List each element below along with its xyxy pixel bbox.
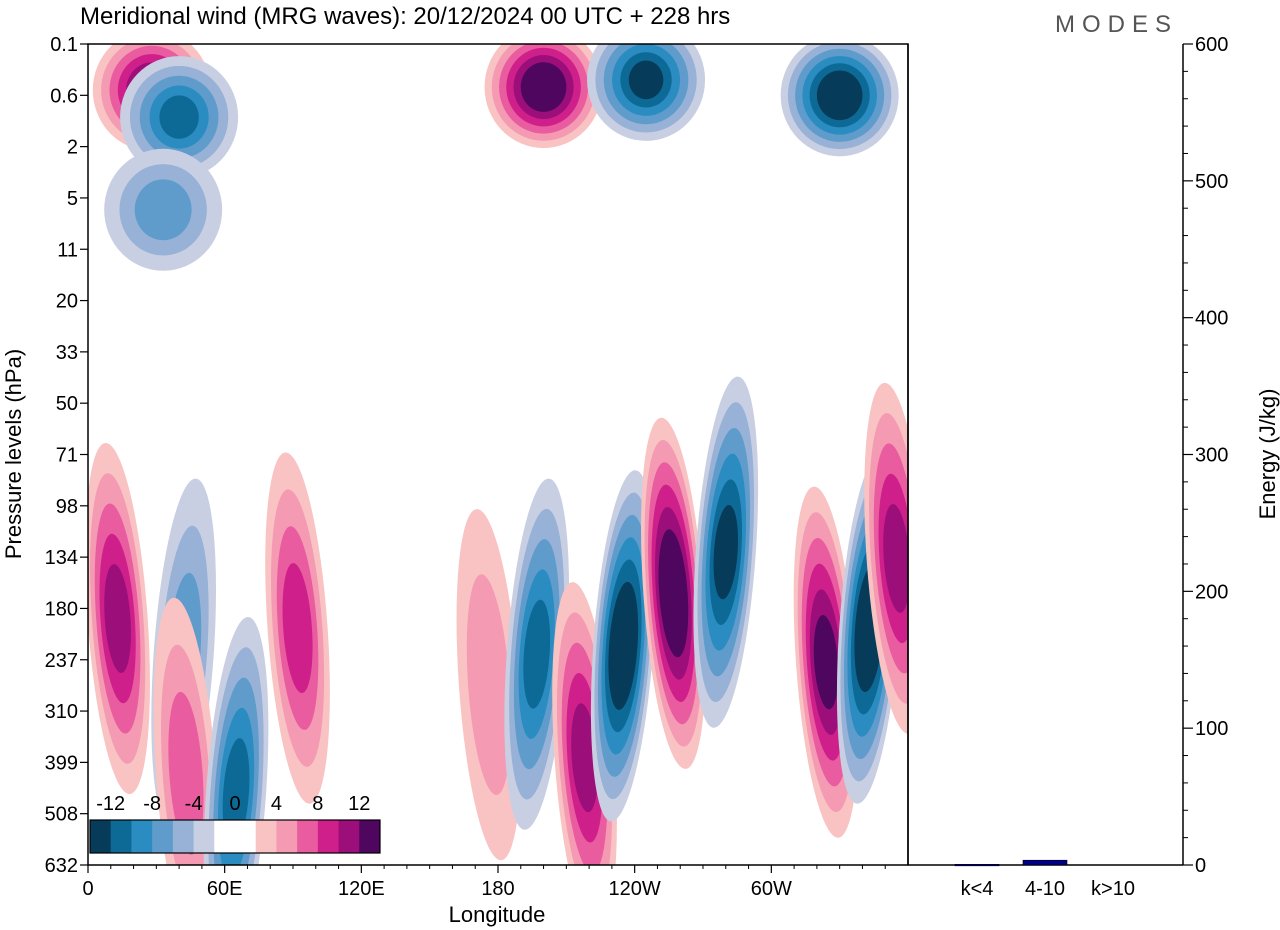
y-tick-label: 180 xyxy=(45,598,78,620)
x-tick-label: 120E xyxy=(338,878,385,900)
chart-title: Meridional wind (MRG waves): 20/12/2024 … xyxy=(80,3,730,30)
energy-bar xyxy=(1022,859,1068,866)
wave-feature xyxy=(504,478,570,830)
y-tick-label: 0.1 xyxy=(50,34,78,56)
contour-band xyxy=(466,574,511,796)
colorbar-frame xyxy=(89,819,381,854)
wave-feature xyxy=(693,376,759,728)
energy-category-label: k>10 xyxy=(1091,878,1135,900)
energy-tick-label: 0 xyxy=(1195,855,1206,877)
colorbar-label: -4 xyxy=(185,793,203,815)
energy-tick-label: 400 xyxy=(1195,308,1228,330)
y-axis-label: Pressure levels (hPa) xyxy=(1,349,26,559)
wave-feature xyxy=(590,470,656,822)
y-tick-label: 33 xyxy=(56,342,78,364)
contour-band xyxy=(134,179,192,241)
colorbar-swatch xyxy=(90,820,112,853)
y-tick-label: 50 xyxy=(56,393,78,415)
contour-band xyxy=(159,95,199,139)
wave-feature xyxy=(88,442,150,795)
colorbar-label: 12 xyxy=(348,793,370,815)
y-tick-label: 11 xyxy=(57,239,78,261)
colorbar-label: 4 xyxy=(271,793,282,815)
wave-feature xyxy=(104,148,223,271)
energy-tick-label: 200 xyxy=(1195,581,1228,603)
x-axis-label: Longitude xyxy=(449,902,546,927)
colorbar-swatch xyxy=(317,820,340,853)
y-tick-label: 20 xyxy=(56,291,78,313)
colorbar-swatch xyxy=(359,820,381,853)
energy-tick-label: 600 xyxy=(1195,34,1228,56)
y-tick-label: 310 xyxy=(45,701,78,723)
wave-feature xyxy=(265,452,330,804)
contour-band xyxy=(527,69,560,105)
contour-band xyxy=(168,691,204,855)
wave-feature xyxy=(484,44,603,149)
x-tick-label: 0 xyxy=(82,878,93,900)
contour-band xyxy=(713,505,739,600)
energy-axis-label: Energy (J/kg) xyxy=(1255,389,1280,520)
contour-band xyxy=(883,503,908,613)
x-tick-label: 120W xyxy=(609,878,661,900)
contour-band xyxy=(813,615,839,710)
contour-band xyxy=(824,77,856,113)
y-tick-label: 399 xyxy=(45,752,78,774)
colorbar-swatch xyxy=(297,820,319,853)
colorbar-swatch xyxy=(110,820,132,853)
wave-feature xyxy=(864,382,908,735)
wave-feature xyxy=(780,44,899,157)
wave-feature xyxy=(587,44,706,141)
heatmap-area xyxy=(88,44,908,865)
colorbar-swatch xyxy=(276,820,298,853)
contour-band xyxy=(628,60,664,100)
y-tick-label: 2 xyxy=(67,137,78,159)
energy-tick-label: 100 xyxy=(1195,718,1228,740)
y-tick-label: 5 xyxy=(67,188,78,210)
contour-band xyxy=(282,563,313,694)
y-tick-label: 98 xyxy=(56,496,78,518)
wave-feature xyxy=(456,509,522,861)
wave-feature xyxy=(641,417,706,769)
colorbar-legend: -12 -8 -4 0 4 8 12 xyxy=(89,793,381,854)
modes-logo: MODES xyxy=(1055,11,1178,38)
colorbar-swatch xyxy=(235,820,257,853)
colorbar-label: 8 xyxy=(312,793,323,815)
contour-band xyxy=(523,599,551,709)
colorbar-label: 0 xyxy=(229,793,240,815)
energy-category-label: k<4 xyxy=(961,878,994,900)
colorbar-swatch xyxy=(255,820,277,853)
y-tick-label: 134 xyxy=(45,547,78,569)
x-tick-label: 60W xyxy=(751,878,792,900)
energy-bar-chart: 0 100 200 300 400 500 600 k<4 4-10 k>10 xyxy=(907,34,1228,900)
contour-band xyxy=(104,564,131,673)
y-tick-label: 71 xyxy=(56,445,78,467)
wave-feature xyxy=(120,56,239,179)
y-tick-label: 0.6 xyxy=(50,85,78,107)
colorbar-label: -8 xyxy=(143,793,161,815)
colorbar-swatch xyxy=(152,820,174,853)
x-tick-label: 60E xyxy=(207,878,243,900)
energy-bar xyxy=(954,864,1000,867)
y-tick-label: 237 xyxy=(45,650,78,672)
x-tick-label: 180 xyxy=(481,878,514,900)
colorbar-swatch xyxy=(214,820,236,853)
energy-tick-label: 500 xyxy=(1195,171,1228,193)
contour-band xyxy=(661,551,685,636)
colorbar-swatch xyxy=(193,820,215,853)
colorbar-swatch xyxy=(338,820,360,853)
contour-band xyxy=(611,604,635,688)
energy-tick-label: 300 xyxy=(1195,445,1228,467)
y-tick-label: 632 xyxy=(45,855,78,877)
colorbar-swatch xyxy=(131,820,153,853)
colorbar-label: -12 xyxy=(96,793,125,815)
y-tick-label: 508 xyxy=(45,804,78,826)
energy-category-label: 4-10 xyxy=(1025,878,1065,900)
colorbar-swatch xyxy=(172,820,195,853)
